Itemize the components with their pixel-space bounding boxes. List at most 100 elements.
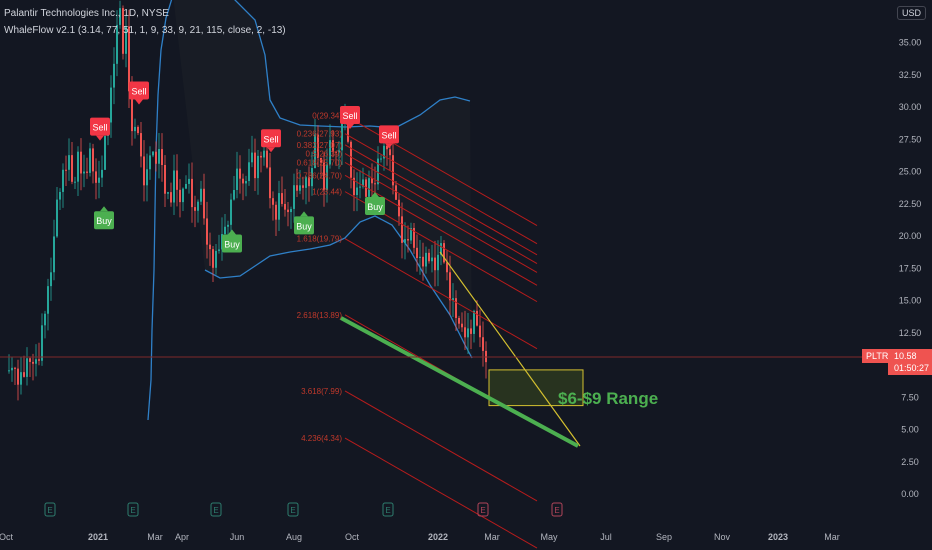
- candle: [281, 176, 283, 207]
- candle: [86, 157, 88, 179]
- signal-label: Buy: [96, 216, 112, 226]
- candle-body: [305, 177, 307, 188]
- candle-body: [410, 227, 412, 241]
- candle: [104, 129, 106, 170]
- band-fill: [173, 0, 472, 358]
- x-tick-label: Mar: [147, 532, 163, 542]
- x-tick-label: 2021: [88, 532, 108, 542]
- candle: [437, 240, 439, 287]
- x-tick-label: Jul: [600, 532, 612, 542]
- candle-body: [278, 193, 280, 220]
- x-tick-label: 2022: [428, 532, 448, 542]
- fib-line: [344, 144, 538, 256]
- earnings-box: [210, 502, 222, 517]
- candle-body: [413, 227, 415, 248]
- candle-body: [209, 244, 211, 250]
- candle-body: [206, 218, 208, 245]
- candle-body: [65, 169, 67, 171]
- candle-body: [422, 256, 424, 267]
- candle-body: [383, 145, 385, 159]
- candle: [404, 222, 406, 260]
- candle: [50, 257, 52, 301]
- currency-button[interactable]: USD: [897, 6, 927, 20]
- signal-pointer: [100, 206, 108, 212]
- candle: [431, 244, 433, 273]
- x-tick-label: Oct: [0, 532, 13, 542]
- candle-body: [395, 185, 397, 200]
- candle: [380, 155, 382, 163]
- indicator-legend[interactable]: WhaleFlow v2.1 (3.14, 77, 51, 1, 9, 33, …: [4, 25, 286, 36]
- buy-signal: Buy: [294, 211, 314, 235]
- sell-signal: Sell: [340, 106, 360, 130]
- x-tick-label: Mar: [484, 532, 500, 542]
- candle-body: [242, 178, 244, 184]
- candle: [77, 146, 79, 197]
- candle: [332, 130, 334, 158]
- candle: [251, 135, 253, 168]
- candle-body: [281, 193, 283, 204]
- candle: [26, 347, 28, 386]
- candle: [233, 176, 235, 201]
- candle: [419, 240, 421, 275]
- candle-body: [401, 216, 403, 243]
- candle: [320, 157, 322, 178]
- candle-body: [263, 150, 265, 158]
- fib-level-label: 4.236(4.34): [301, 434, 342, 443]
- candle: [167, 191, 169, 200]
- candle: [158, 133, 160, 179]
- candle-body: [455, 298, 457, 318]
- fib-line: [344, 174, 538, 286]
- candle-body: [356, 187, 358, 196]
- candle-body: [119, 8, 121, 25]
- candle: [209, 232, 211, 266]
- signal-badges: Sell Sell Sell Sell Sell Buy Buy Buy Buy: [90, 81, 399, 253]
- candle: [20, 356, 22, 395]
- symbol-title[interactable]: Palantir Technologies Inc., 1D, NYSE: [4, 8, 169, 19]
- candle: [293, 173, 295, 223]
- sell-signal: Sell: [261, 129, 281, 153]
- drawings: $6-$9 Range: [340, 251, 658, 448]
- candle-body: [41, 325, 43, 361]
- band-upper-left: [147, 0, 173, 421]
- candle: [296, 168, 298, 198]
- candle-body: [227, 224, 229, 227]
- candle-body: [101, 169, 103, 178]
- candle-body: [182, 188, 184, 203]
- candle-body: [260, 155, 262, 158]
- candle-body: [245, 181, 247, 184]
- earnings-letter: E: [290, 506, 295, 515]
- candle: [152, 151, 154, 158]
- candle-body: [212, 249, 214, 268]
- signal-label: Buy: [224, 239, 240, 249]
- candle-body: [311, 168, 313, 187]
- candle-body: [122, 8, 124, 54]
- candle: [116, 10, 118, 77]
- candle-body: [371, 178, 373, 184]
- earnings-letter: E: [554, 506, 559, 515]
- candle: [242, 173, 244, 201]
- candle-body: [86, 171, 88, 173]
- ticker-label: PLTR: [862, 349, 893, 363]
- x-tick-label: May: [540, 532, 558, 542]
- candle: [269, 153, 271, 209]
- signal-label: Sell: [342, 111, 357, 121]
- sell-signal: Sell: [129, 81, 149, 105]
- x-tick-label: Sep: [656, 532, 672, 542]
- earnings-box: [44, 502, 56, 517]
- band-upper: [234, 0, 471, 129]
- signal-label: Sell: [381, 130, 396, 140]
- y-tick-label: 22.50: [899, 199, 922, 209]
- candle: [212, 245, 214, 282]
- candle: [35, 344, 37, 377]
- candle: [482, 321, 484, 367]
- candle: [434, 240, 436, 287]
- candle-body: [167, 192, 169, 194]
- candle: [182, 187, 184, 211]
- candle-body: [104, 135, 106, 170]
- axes: 35.00 32.50 30.00 27.50 25.00 22.50 20.00 17.50…: [0, 38, 922, 542]
- fib-level-label: 0(29.34): [312, 112, 342, 121]
- candle: [461, 312, 463, 332]
- earnings-marker: E: [477, 502, 489, 517]
- fib-channel: 0(29.34) 0.236(27.93) 0.382(27.07)0.5(26.3…: [297, 112, 538, 549]
